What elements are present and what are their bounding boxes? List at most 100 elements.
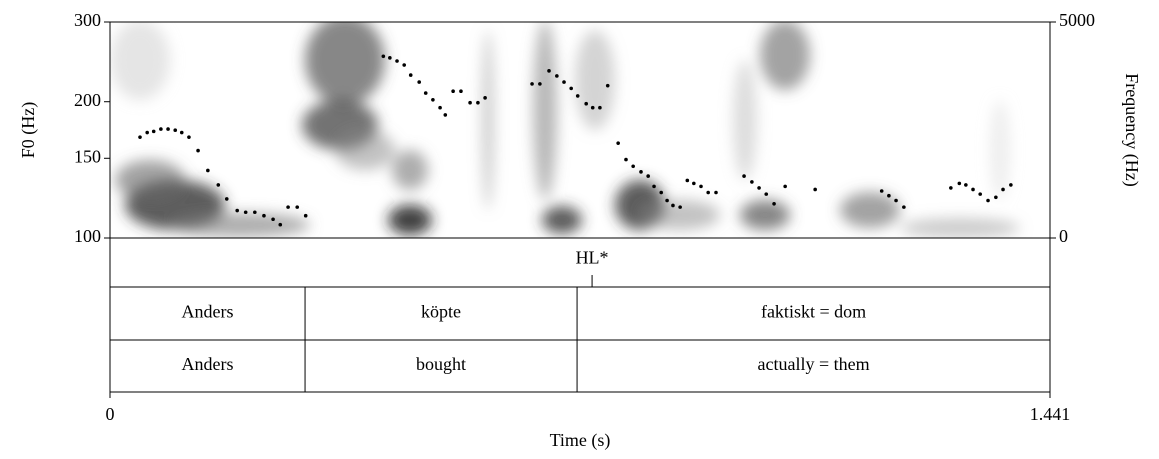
pitch-point	[468, 100, 472, 105]
pitch-point	[295, 205, 300, 209]
y-tick-label: 150	[74, 146, 101, 166]
spectrogram-shade	[115, 160, 185, 200]
spectrogram-shade	[840, 192, 900, 228]
pitch-point	[145, 130, 149, 135]
spectrogram-shade	[733, 60, 757, 180]
pitch-point	[1001, 187, 1005, 192]
pitch-point	[631, 164, 635, 169]
spectrogram-shade	[900, 218, 1020, 238]
pitch-point	[381, 54, 386, 59]
pitch-point	[659, 190, 664, 195]
pitch-point	[159, 127, 163, 131]
pitch-point	[451, 89, 455, 93]
spectrogram-shade	[640, 200, 720, 230]
interval-label: Anders	[182, 354, 234, 374]
pitch-point	[547, 69, 551, 73]
tone-label: HL*	[576, 248, 609, 268]
pitch-point	[206, 168, 210, 173]
pitch-point	[957, 181, 962, 186]
pitch-point	[714, 190, 718, 195]
pitch-point	[173, 128, 178, 133]
pitch-point	[402, 63, 406, 67]
spectrogram-shade	[482, 30, 494, 210]
spectrogram-shade	[305, 22, 385, 105]
pitch-point	[971, 187, 975, 192]
pitch-point	[671, 203, 675, 208]
y-tick-label: 300	[74, 10, 101, 30]
x-tick-label: 1.441	[1030, 404, 1071, 424]
pitch-point	[678, 205, 682, 209]
pitch-point	[1009, 183, 1013, 187]
pitch-point	[278, 222, 283, 227]
pitch-point	[224, 197, 229, 201]
pitch-point	[605, 83, 610, 88]
pitch-point	[303, 213, 308, 218]
pitch-point	[166, 127, 170, 131]
interval-label: actually = them	[757, 354, 869, 374]
pitch-point	[742, 174, 746, 178]
pitch-point	[569, 86, 573, 91]
pitch-point	[652, 184, 656, 189]
pitch-point	[262, 213, 266, 218]
plot-frame	[109, 21, 1051, 393]
pitch-point	[151, 129, 156, 134]
spectrogram-shade	[170, 213, 310, 237]
pitch-point	[555, 74, 559, 78]
pitch-point	[646, 174, 650, 178]
pitch-point	[699, 184, 703, 189]
y-tick-label: 200	[74, 90, 101, 110]
y-axis-label: F0 (Hz)	[18, 102, 39, 159]
pitch-point	[750, 180, 754, 184]
x-axis-label: Time (s)	[550, 430, 611, 451]
spectrogram-shade	[533, 22, 557, 200]
pitch-point	[286, 205, 290, 209]
pitch-point	[443, 113, 448, 117]
pitch-point	[949, 186, 953, 190]
spectrogram	[110, 22, 1020, 238]
pitch-point	[783, 184, 787, 189]
pitch-point	[978, 192, 983, 196]
pitch-point	[179, 130, 184, 135]
interval-label: köpte	[421, 302, 461, 322]
pitch-point	[685, 178, 690, 183]
spectrogram-shade	[392, 150, 428, 190]
spectrogram-shade	[740, 200, 790, 230]
x-tick-label: 0	[106, 404, 115, 424]
pitch-point	[243, 210, 248, 215]
pitch-point	[138, 135, 142, 139]
interval-label: Anders	[182, 302, 234, 322]
pitch-point	[639, 170, 643, 174]
pitch-point	[235, 208, 240, 213]
pitch-point	[964, 183, 968, 187]
pitch-point	[423, 91, 428, 95]
pitch-point	[894, 198, 898, 203]
pitch-point	[417, 80, 422, 84]
y2-axis-label: Frequency (Hz)	[1121, 73, 1142, 186]
pitch-point	[408, 73, 413, 77]
spectrogram-shade	[575, 30, 615, 130]
pitch-point	[388, 56, 392, 60]
pitch-point	[538, 82, 542, 86]
pitch-point	[665, 198, 669, 203]
pitch-point	[584, 101, 588, 106]
pitch-point	[575, 94, 580, 98]
pitch-point	[706, 190, 710, 195]
pitch-point	[216, 183, 221, 187]
pitch-point	[438, 105, 442, 110]
interval-label: faktiskt = dom	[761, 302, 866, 322]
pitch-point	[616, 141, 620, 145]
pitch-point	[624, 157, 628, 162]
pitch-point	[813, 187, 817, 192]
pitch-point	[692, 181, 696, 186]
y-tick-label: 100	[74, 226, 101, 246]
pitch-point	[879, 189, 884, 193]
pitch-point	[483, 96, 487, 100]
pitch-point	[986, 198, 990, 203]
spectrogram-shade	[542, 206, 582, 234]
pitch-point	[271, 217, 275, 222]
spectrogram-shade	[760, 22, 810, 90]
pitch-point	[887, 193, 891, 198]
y2-tick-label: 5000	[1059, 10, 1095, 30]
pitch-point	[764, 192, 769, 196]
